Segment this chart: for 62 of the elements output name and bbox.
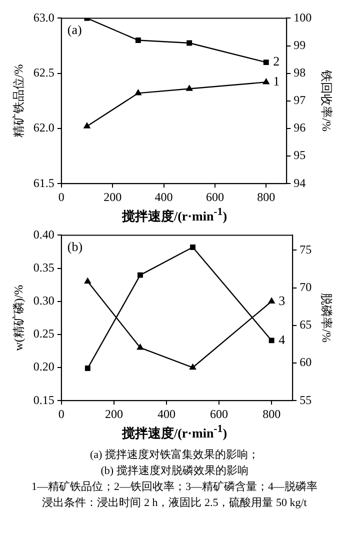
y2-tick-label: 100	[294, 10, 312, 24]
series-label: 2	[273, 54, 280, 69]
y-tick-label: 62.5	[33, 65, 54, 80]
x-tick-label: 0	[58, 407, 64, 422]
y-axis-title: 精矿铁品位/%	[11, 64, 26, 138]
y-axis-title: w(精矿磷)/%	[11, 285, 26, 352]
x-tick-label: 600	[210, 407, 228, 422]
y2-axis-title: 铁回收率/%	[320, 69, 334, 132]
y2-tick-label: 70	[300, 280, 312, 294]
x-axis-title: 搅拌速度/(r·min$^{-1}$)	[120, 423, 228, 443]
y2-tick-label: 95	[294, 148, 306, 162]
y-tick-label: 63.0	[33, 10, 54, 24]
point	[186, 40, 192, 46]
y2-tick-label: 98	[294, 65, 306, 80]
x-tick-label: 200	[104, 407, 123, 422]
x-tick-label: 0	[58, 190, 64, 204]
x-tick-label: 400	[154, 190, 173, 204]
y-tick-label: 62.0	[33, 120, 54, 135]
y-tick-label: 0.30	[33, 294, 54, 308]
y-tick-label: 0.35	[33, 260, 54, 275]
y2-tick-label: 55	[300, 393, 312, 408]
y-tick-label: 0.40	[33, 228, 54, 242]
point	[190, 244, 196, 250]
y2-tick-label: 96	[294, 120, 306, 135]
x-tick-label: 800	[257, 190, 276, 204]
y2-tick-label: 99	[294, 38, 306, 52]
y2-axis-title: 脱磷率/%	[320, 294, 334, 343]
y-tick-label: 0.20	[33, 360, 54, 374]
x-tick-label: 800	[262, 407, 281, 422]
point	[134, 90, 142, 96]
text: (a) 搅拌速度对铁富集效果的影响；	[89, 448, 260, 463]
x-tick-label: 600	[206, 190, 224, 204]
point	[137, 344, 144, 350]
y2-tick-label: 94	[294, 176, 306, 190]
series-label: 1	[273, 74, 280, 89]
x-axis-title: 搅拌速度/(r·min$^{-1}$)	[120, 206, 228, 226]
point	[84, 366, 90, 372]
y-tick-label: 0.25	[33, 326, 54, 341]
point	[84, 278, 91, 284]
point	[84, 122, 90, 128]
text: 浸出条件：浸出时间 2 h，液固比 2.5，硫酸用量 50 kg/t	[41, 496, 308, 511]
point	[263, 60, 269, 66]
y2-tick-label: 60	[300, 355, 312, 370]
annotation: (a)	[67, 22, 82, 38]
point	[262, 78, 270, 84]
y2-tick-label: 75	[300, 242, 312, 257]
point	[268, 338, 274, 344]
point	[268, 298, 275, 304]
series-label: 4	[278, 332, 286, 348]
series-label: 3	[278, 293, 286, 308]
text: (b) 搅拌速度对脱磷效果的影响	[100, 464, 250, 479]
point	[137, 272, 143, 278]
point	[135, 38, 141, 43]
y2-tick-label: 97	[294, 93, 306, 108]
text: 1—精矿铁品位；2—铁回收率；3—精矿磷含量；4—脱磷率	[30, 480, 318, 495]
x-tick-label: 200	[104, 190, 122, 204]
point	[186, 85, 193, 91]
y-tick-label: 0.15	[33, 393, 54, 408]
annotation: (b)	[67, 239, 83, 254]
y-tick-label: 61.5	[33, 176, 54, 190]
y2-tick-label: 65	[300, 318, 312, 332]
x-tick-label: 400	[157, 407, 176, 422]
